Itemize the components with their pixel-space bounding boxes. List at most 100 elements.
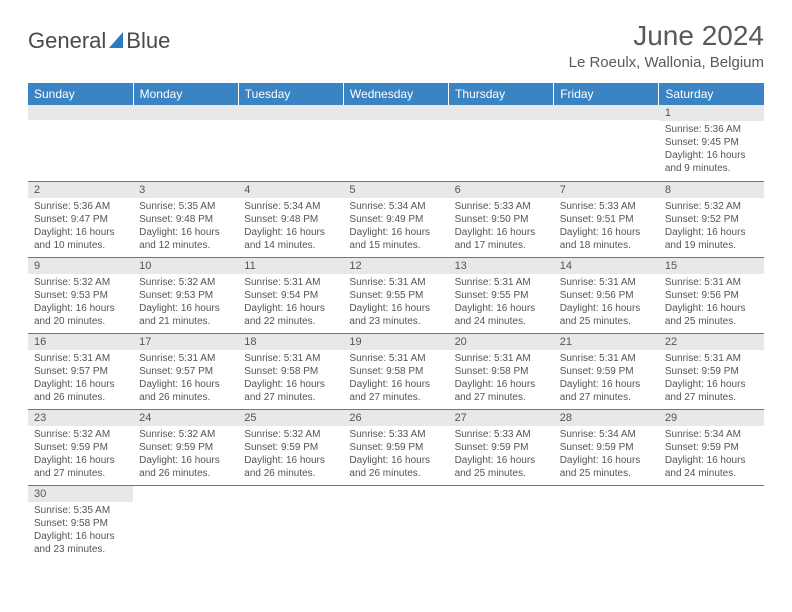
sunrise-text: Sunrise: 5:33 AM (455, 200, 548, 213)
day-data: Sunrise: 5:31 AMSunset: 9:56 PMDaylight:… (659, 274, 764, 330)
sunset-text: Sunset: 9:58 PM (34, 517, 127, 530)
sunrise-text: Sunrise: 5:33 AM (349, 428, 442, 441)
sunset-text: Sunset: 9:59 PM (560, 441, 653, 454)
daylight-text: Daylight: 16 hours and 26 minutes. (349, 454, 442, 480)
dayname-friday: Friday (554, 83, 659, 105)
day-cell: 22Sunrise: 5:31 AMSunset: 9:59 PMDayligh… (659, 333, 764, 409)
daylight-text: Daylight: 16 hours and 9 minutes. (665, 149, 758, 175)
day-number: 6 (449, 182, 554, 198)
sunset-text: Sunset: 9:55 PM (455, 289, 548, 302)
day-data: Sunrise: 5:31 AMSunset: 9:58 PMDaylight:… (238, 350, 343, 406)
day-cell (238, 485, 343, 561)
dayname-sunday: Sunday (28, 83, 133, 105)
day-cell: 14Sunrise: 5:31 AMSunset: 9:56 PMDayligh… (554, 257, 659, 333)
sunrise-text: Sunrise: 5:34 AM (560, 428, 653, 441)
daylight-text: Daylight: 16 hours and 25 minutes. (665, 302, 758, 328)
day-number: 30 (28, 486, 133, 502)
daylight-text: Daylight: 16 hours and 27 minutes. (455, 378, 548, 404)
day-cell: 7Sunrise: 5:33 AMSunset: 9:51 PMDaylight… (554, 181, 659, 257)
day-data: Sunrise: 5:31 AMSunset: 9:59 PMDaylight:… (659, 350, 764, 406)
day-number: 26 (343, 410, 448, 426)
day-cell: 20Sunrise: 5:31 AMSunset: 9:58 PMDayligh… (449, 333, 554, 409)
day-number: 8 (659, 182, 764, 198)
day-cell: 17Sunrise: 5:31 AMSunset: 9:57 PMDayligh… (133, 333, 238, 409)
day-data: Sunrise: 5:32 AMSunset: 9:53 PMDaylight:… (133, 274, 238, 330)
day-cell: 3Sunrise: 5:35 AMSunset: 9:48 PMDaylight… (133, 181, 238, 257)
day-data: Sunrise: 5:31 AMSunset: 9:59 PMDaylight:… (554, 350, 659, 406)
day-cell: 5Sunrise: 5:34 AMSunset: 9:49 PMDaylight… (343, 181, 448, 257)
day-number: 2 (28, 182, 133, 198)
sail-icon (109, 32, 123, 48)
sunrise-text: Sunrise: 5:35 AM (139, 200, 232, 213)
day-data: Sunrise: 5:33 AMSunset: 9:59 PMDaylight:… (343, 426, 448, 482)
daylight-text: Daylight: 16 hours and 27 minutes. (665, 378, 758, 404)
day-number: 1 (659, 105, 764, 121)
day-number: 4 (238, 182, 343, 198)
daylight-text: Daylight: 16 hours and 12 minutes. (139, 226, 232, 252)
day-data: Sunrise: 5:31 AMSunset: 9:57 PMDaylight:… (133, 350, 238, 406)
day-cell (28, 105, 133, 181)
sunset-text: Sunset: 9:57 PM (139, 365, 232, 378)
sunrise-text: Sunrise: 5:33 AM (455, 428, 548, 441)
sunset-text: Sunset: 9:48 PM (139, 213, 232, 226)
day-cell: 8Sunrise: 5:32 AMSunset: 9:52 PMDaylight… (659, 181, 764, 257)
sunrise-text: Sunrise: 5:32 AM (139, 428, 232, 441)
sunset-text: Sunset: 9:50 PM (455, 213, 548, 226)
daylight-text: Daylight: 16 hours and 15 minutes. (349, 226, 442, 252)
dayname-thursday: Thursday (449, 83, 554, 105)
sunset-text: Sunset: 9:59 PM (349, 441, 442, 454)
empty-daynum (449, 105, 554, 120)
daylight-text: Daylight: 16 hours and 17 minutes. (455, 226, 548, 252)
sunset-text: Sunset: 9:48 PM (244, 213, 337, 226)
sunset-text: Sunset: 9:59 PM (244, 441, 337, 454)
empty-daynum (133, 105, 238, 120)
daylight-text: Daylight: 16 hours and 25 minutes. (560, 454, 653, 480)
day-data: Sunrise: 5:35 AMSunset: 9:48 PMDaylight:… (133, 198, 238, 254)
day-data: Sunrise: 5:31 AMSunset: 9:54 PMDaylight:… (238, 274, 343, 330)
day-number: 3 (133, 182, 238, 198)
daylight-text: Daylight: 16 hours and 26 minutes. (244, 454, 337, 480)
daylight-text: Daylight: 16 hours and 27 minutes. (34, 454, 127, 480)
day-data: Sunrise: 5:31 AMSunset: 9:55 PMDaylight:… (343, 274, 448, 330)
day-cell (343, 485, 448, 561)
day-number: 11 (238, 258, 343, 274)
day-cell (343, 105, 448, 181)
day-cell (238, 105, 343, 181)
week-row: 16Sunrise: 5:31 AMSunset: 9:57 PMDayligh… (28, 333, 764, 409)
day-data: Sunrise: 5:33 AMSunset: 9:59 PMDaylight:… (449, 426, 554, 482)
day-data: Sunrise: 5:34 AMSunset: 9:59 PMDaylight:… (554, 426, 659, 482)
day-cell: 25Sunrise: 5:32 AMSunset: 9:59 PMDayligh… (238, 409, 343, 485)
week-row: 2Sunrise: 5:36 AMSunset: 9:47 PMDaylight… (28, 181, 764, 257)
sunrise-text: Sunrise: 5:34 AM (349, 200, 442, 213)
daylight-text: Daylight: 16 hours and 18 minutes. (560, 226, 653, 252)
day-number: 5 (343, 182, 448, 198)
week-row: 23Sunrise: 5:32 AMSunset: 9:59 PMDayligh… (28, 409, 764, 485)
day-number: 27 (449, 410, 554, 426)
daylight-text: Daylight: 16 hours and 20 minutes. (34, 302, 127, 328)
sunset-text: Sunset: 9:59 PM (560, 365, 653, 378)
daylight-text: Daylight: 16 hours and 22 minutes. (244, 302, 337, 328)
sunrise-text: Sunrise: 5:31 AM (244, 352, 337, 365)
day-data: Sunrise: 5:34 AMSunset: 9:48 PMDaylight:… (238, 198, 343, 254)
title-block: June 2024 Le Roeulx, Wallonia, Belgium (569, 20, 764, 71)
sunrise-text: Sunrise: 5:31 AM (244, 276, 337, 289)
day-cell (133, 105, 238, 181)
day-number: 13 (449, 258, 554, 274)
day-data: Sunrise: 5:32 AMSunset: 9:52 PMDaylight:… (659, 198, 764, 254)
sunrise-text: Sunrise: 5:32 AM (139, 276, 232, 289)
daylight-text: Daylight: 16 hours and 19 minutes. (665, 226, 758, 252)
day-data: Sunrise: 5:31 AMSunset: 9:56 PMDaylight:… (554, 274, 659, 330)
day-cell (133, 485, 238, 561)
daylight-text: Daylight: 16 hours and 14 minutes. (244, 226, 337, 252)
daylight-text: Daylight: 16 hours and 27 minutes. (560, 378, 653, 404)
sunrise-text: Sunrise: 5:31 AM (455, 352, 548, 365)
sunrise-text: Sunrise: 5:31 AM (139, 352, 232, 365)
day-cell: 2Sunrise: 5:36 AMSunset: 9:47 PMDaylight… (28, 181, 133, 257)
day-cell: 12Sunrise: 5:31 AMSunset: 9:55 PMDayligh… (343, 257, 448, 333)
daylight-text: Daylight: 16 hours and 27 minutes. (349, 378, 442, 404)
day-data: Sunrise: 5:35 AMSunset: 9:58 PMDaylight:… (28, 502, 133, 558)
day-number: 20 (449, 334, 554, 350)
sunrise-text: Sunrise: 5:36 AM (665, 123, 758, 136)
sunrise-text: Sunrise: 5:34 AM (244, 200, 337, 213)
location: Le Roeulx, Wallonia, Belgium (569, 54, 764, 71)
